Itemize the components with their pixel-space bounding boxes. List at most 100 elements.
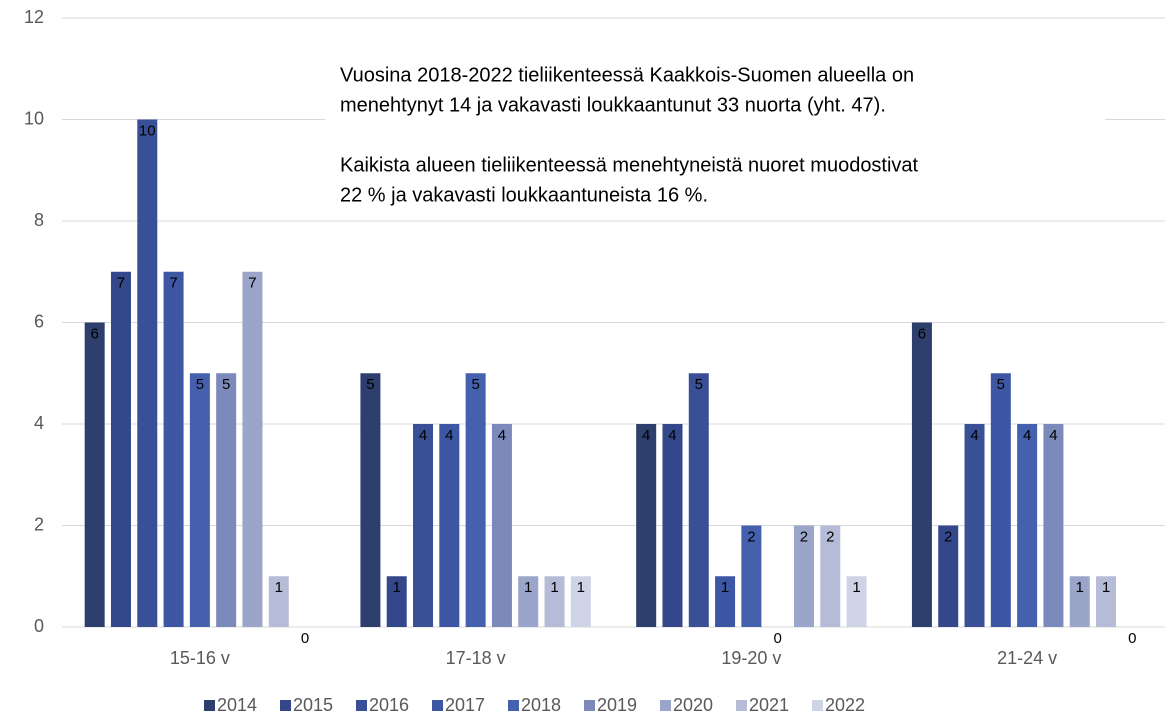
y-tick-label: 10 bbox=[24, 108, 44, 128]
data-label: 1 bbox=[577, 579, 585, 596]
legend-label: 2022 bbox=[825, 695, 865, 715]
legend-swatch bbox=[584, 700, 595, 711]
x-tick-label: 15-16 v bbox=[170, 648, 230, 668]
bar bbox=[491, 424, 512, 627]
data-label: 6 bbox=[918, 325, 926, 342]
x-tick-label: 19-20 v bbox=[721, 648, 781, 668]
bar bbox=[964, 424, 985, 627]
legend-swatch bbox=[432, 700, 443, 711]
legend-swatch bbox=[280, 700, 291, 711]
data-label: 0 bbox=[774, 630, 782, 647]
legend-swatch bbox=[736, 700, 747, 711]
data-label: 4 bbox=[1023, 427, 1031, 444]
legend-swatch bbox=[812, 700, 823, 711]
legend-label: 2017 bbox=[445, 695, 485, 715]
y-tick-label: 8 bbox=[34, 210, 44, 230]
bar bbox=[242, 271, 263, 627]
y-tick-label: 6 bbox=[34, 311, 44, 331]
data-label: 2 bbox=[826, 528, 834, 545]
bar bbox=[268, 576, 289, 627]
bar bbox=[715, 576, 736, 627]
x-tick-label: 17-18 v bbox=[446, 648, 506, 668]
data-label: 4 bbox=[642, 427, 650, 444]
bar bbox=[518, 576, 539, 627]
data-label: 1 bbox=[1102, 579, 1110, 596]
bar bbox=[360, 373, 381, 627]
y-tick-label: 0 bbox=[34, 616, 44, 636]
bar bbox=[1069, 576, 1090, 627]
legend-label: 2018 bbox=[521, 695, 561, 715]
bar bbox=[846, 576, 867, 627]
legend-label: 2020 bbox=[673, 695, 713, 715]
x-tick-label: 21-24 v bbox=[997, 648, 1057, 668]
y-tick-label: 12 bbox=[24, 7, 44, 27]
bar bbox=[820, 525, 841, 627]
data-label: 1 bbox=[1076, 579, 1084, 596]
legend-swatch bbox=[508, 700, 519, 711]
data-label: 1 bbox=[275, 579, 283, 596]
bar bbox=[1096, 576, 1117, 627]
data-label: 4 bbox=[668, 427, 676, 444]
data-label: 7 bbox=[117, 275, 125, 292]
data-label: 0 bbox=[1128, 630, 1136, 647]
bar bbox=[439, 424, 460, 627]
data-label: 5 bbox=[471, 376, 479, 393]
data-label: 5 bbox=[196, 376, 204, 393]
data-label: 1 bbox=[550, 579, 558, 596]
annotation: Kaikista alueen tieliikenteessä menehtyn… bbox=[340, 154, 919, 176]
data-label: 1 bbox=[393, 579, 401, 596]
bar bbox=[741, 525, 762, 627]
bar bbox=[1017, 424, 1038, 627]
bar bbox=[163, 271, 184, 627]
data-label: 4 bbox=[1049, 427, 1057, 444]
data-label: 5 bbox=[222, 376, 230, 393]
bar bbox=[84, 322, 105, 627]
data-label: 4 bbox=[970, 427, 978, 444]
legend-label: 2015 bbox=[293, 695, 333, 715]
bar bbox=[544, 576, 565, 627]
bar bbox=[570, 576, 591, 627]
legend-swatch bbox=[660, 700, 671, 711]
data-label: 4 bbox=[445, 427, 453, 444]
legend-label: 2021 bbox=[749, 695, 789, 715]
data-label: 1 bbox=[852, 579, 860, 596]
legend-label: 2016 bbox=[369, 695, 409, 715]
bar bbox=[636, 424, 657, 627]
bar bbox=[938, 525, 959, 627]
data-label: 5 bbox=[366, 376, 374, 393]
data-label: 10 bbox=[139, 122, 156, 139]
legend-swatch bbox=[356, 700, 367, 711]
bar bbox=[413, 424, 434, 627]
bar bbox=[465, 373, 486, 627]
data-label: 1 bbox=[721, 579, 729, 596]
legend-swatch bbox=[204, 700, 215, 711]
data-label: 1 bbox=[524, 579, 532, 596]
bar bbox=[793, 525, 814, 627]
bar bbox=[189, 373, 210, 627]
annotation: menehtynyt 14 ja vakavasti loukkaantunut… bbox=[340, 94, 886, 116]
bar bbox=[110, 271, 131, 627]
annotation-box bbox=[325, 55, 1105, 220]
data-label: 0 bbox=[301, 630, 309, 647]
data-label: 2 bbox=[747, 528, 755, 545]
data-label: 4 bbox=[498, 427, 506, 444]
data-label: 6 bbox=[91, 325, 99, 342]
legend-label: 2019 bbox=[597, 695, 637, 715]
data-label: 7 bbox=[169, 275, 177, 292]
y-tick-label: 4 bbox=[34, 413, 44, 433]
data-label: 5 bbox=[997, 376, 1005, 393]
bar bbox=[137, 119, 158, 627]
y-tick-label: 2 bbox=[34, 514, 44, 534]
bar bbox=[688, 373, 709, 627]
data-label: 4 bbox=[419, 427, 427, 444]
bar bbox=[386, 576, 407, 627]
data-label: 7 bbox=[248, 275, 256, 292]
annotation: Vuosina 2018-2022 tieliikenteessä Kaakko… bbox=[340, 64, 914, 86]
bar bbox=[990, 373, 1011, 627]
bar bbox=[1043, 424, 1064, 627]
data-label: 5 bbox=[695, 376, 703, 393]
data-label: 2 bbox=[800, 528, 808, 545]
legend-label: 2014 bbox=[217, 695, 257, 715]
bar bbox=[216, 373, 237, 627]
